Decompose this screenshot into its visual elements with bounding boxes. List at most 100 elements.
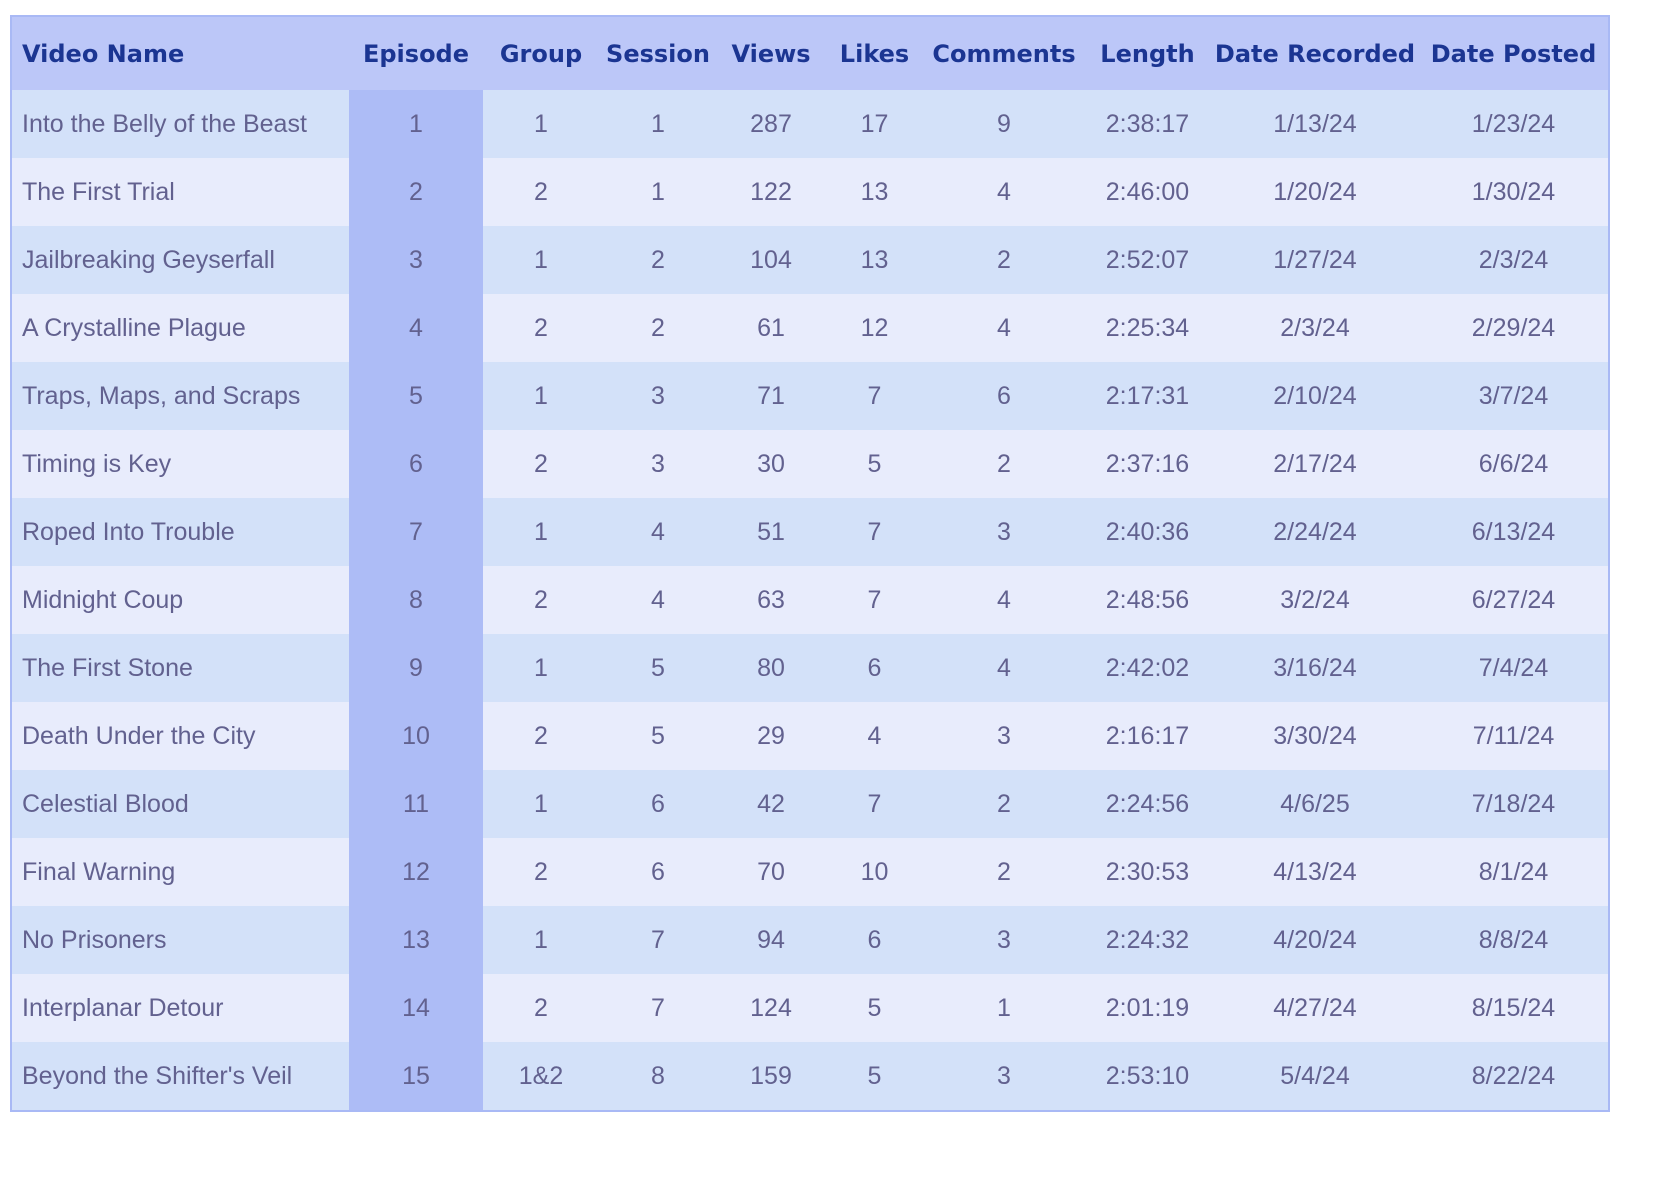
cell-comments: 4 [924, 566, 1084, 634]
cell-video-name: Traps, Maps, and Scraps [11, 362, 349, 430]
cell-episode: 5 [349, 362, 483, 430]
cell-likes: 6 [825, 634, 924, 702]
cell-views: 42 [717, 770, 825, 838]
cell-length: 2:24:56 [1084, 770, 1211, 838]
cell-video-name: A Crystalline Plague [11, 294, 349, 362]
cell-episode: 6 [349, 430, 483, 498]
table-row: Into the Belly of the Beast 1 1 1 287 17 9 2:38… [11, 90, 1609, 158]
cell-video-name: The First Trial [11, 158, 349, 226]
cell-episode: 9 [349, 634, 483, 702]
table-row: Celestial Blood 11 1 6 42 7 2 2:24:56 4/6/25 7/18… [11, 770, 1609, 838]
cell-group: 1 [483, 362, 599, 430]
cell-video-name: Final Warning [11, 838, 349, 906]
cell-length: 2:16:17 [1084, 702, 1211, 770]
cell-episode: 2 [349, 158, 483, 226]
cell-date-posted: 1/23/24 [1419, 90, 1609, 158]
cell-comments: 3 [924, 702, 1084, 770]
cell-date-recorded: 1/20/24 [1211, 158, 1419, 226]
column-header-date-posted: Date Posted [1419, 16, 1609, 90]
cell-date-posted: 7/4/24 [1419, 634, 1609, 702]
cell-group: 2 [483, 566, 599, 634]
cell-video-name: The First Stone [11, 634, 349, 702]
cell-group: 1 [483, 498, 599, 566]
cell-date-recorded: 2/3/24 [1211, 294, 1419, 362]
cell-length: 2:38:17 [1084, 90, 1211, 158]
cell-video-name: Timing is Key [11, 430, 349, 498]
cell-episode: 7 [349, 498, 483, 566]
cell-episode: 1 [349, 90, 483, 158]
cell-likes: 17 [825, 90, 924, 158]
cell-likes: 7 [825, 498, 924, 566]
cell-date-recorded: 2/10/24 [1211, 362, 1419, 430]
cell-session: 3 [599, 362, 717, 430]
cell-comments: 4 [924, 634, 1084, 702]
cell-video-name: Death Under the City [11, 702, 349, 770]
cell-group: 2 [483, 838, 599, 906]
cell-episode: 8 [349, 566, 483, 634]
cell-date-recorded: 1/13/24 [1211, 90, 1419, 158]
cell-group: 2 [483, 430, 599, 498]
cell-date-recorded: 4/13/24 [1211, 838, 1419, 906]
cell-views: 104 [717, 226, 825, 294]
cell-views: 30 [717, 430, 825, 498]
cell-session: 8 [599, 1042, 717, 1111]
cell-group: 2 [483, 974, 599, 1042]
cell-video-name: Midnight Coup [11, 566, 349, 634]
video-stats-table: Video Name Episode Group Session Views Likes C… [10, 15, 1610, 1112]
cell-video-name: Celestial Blood [11, 770, 349, 838]
cell-session: 5 [599, 634, 717, 702]
cell-date-posted: 3/7/24 [1419, 362, 1609, 430]
cell-video-name: Jailbreaking Geyserfall [11, 226, 349, 294]
cell-date-posted: 2/3/24 [1419, 226, 1609, 294]
cell-date-posted: 6/27/24 [1419, 566, 1609, 634]
cell-date-posted: 8/8/24 [1419, 906, 1609, 974]
cell-views: 61 [717, 294, 825, 362]
cell-views: 71 [717, 362, 825, 430]
cell-date-recorded: 2/17/24 [1211, 430, 1419, 498]
column-header-episode: Episode [349, 16, 483, 90]
cell-session: 6 [599, 838, 717, 906]
cell-length: 2:25:34 [1084, 294, 1211, 362]
cell-episode: 11 [349, 770, 483, 838]
cell-comments: 9 [924, 90, 1084, 158]
cell-session: 7 [599, 974, 717, 1042]
table-row: The First Stone 9 1 5 80 6 4 2:42:02 3/16/24 7/4/… [11, 634, 1609, 702]
cell-likes: 13 [825, 226, 924, 294]
cell-views: 70 [717, 838, 825, 906]
cell-length: 2:30:53 [1084, 838, 1211, 906]
table-row: Interplanar Detour 14 2 7 124 5 1 2:01:19 4/27/2… [11, 974, 1609, 1042]
cell-episode: 14 [349, 974, 483, 1042]
cell-comments: 3 [924, 1042, 1084, 1111]
cell-views: 63 [717, 566, 825, 634]
column-header-session: Session [599, 16, 717, 90]
cell-session: 1 [599, 158, 717, 226]
cell-date-posted: 7/18/24 [1419, 770, 1609, 838]
cell-session: 2 [599, 294, 717, 362]
cell-date-recorded: 4/27/24 [1211, 974, 1419, 1042]
cell-group: 1 [483, 770, 599, 838]
cell-episode: 3 [349, 226, 483, 294]
cell-episode: 10 [349, 702, 483, 770]
cell-date-recorded: 3/2/24 [1211, 566, 1419, 634]
cell-likes: 7 [825, 566, 924, 634]
table-row: Final Warning 12 2 6 70 10 2 2:30:53 4/13/24 8/1/… [11, 838, 1609, 906]
column-header-likes: Likes [825, 16, 924, 90]
cell-session: 6 [599, 770, 717, 838]
cell-length: 2:48:56 [1084, 566, 1211, 634]
cell-comments: 4 [924, 158, 1084, 226]
cell-likes: 12 [825, 294, 924, 362]
cell-likes: 13 [825, 158, 924, 226]
cell-date-posted: 6/6/24 [1419, 430, 1609, 498]
table-row: Roped Into Trouble 7 1 4 51 7 3 2:40:36 2/24/24 6… [11, 498, 1609, 566]
cell-session: 5 [599, 702, 717, 770]
cell-session: 4 [599, 566, 717, 634]
cell-date-recorded: 3/30/24 [1211, 702, 1419, 770]
cell-date-posted: 8/15/24 [1419, 974, 1609, 1042]
cell-comments: 2 [924, 226, 1084, 294]
cell-date-recorded: 2/24/24 [1211, 498, 1419, 566]
cell-likes: 4 [825, 702, 924, 770]
cell-video-name: Into the Belly of the Beast [11, 90, 349, 158]
cell-length: 2:42:02 [1084, 634, 1211, 702]
cell-date-recorded: 3/16/24 [1211, 634, 1419, 702]
cell-comments: 4 [924, 294, 1084, 362]
